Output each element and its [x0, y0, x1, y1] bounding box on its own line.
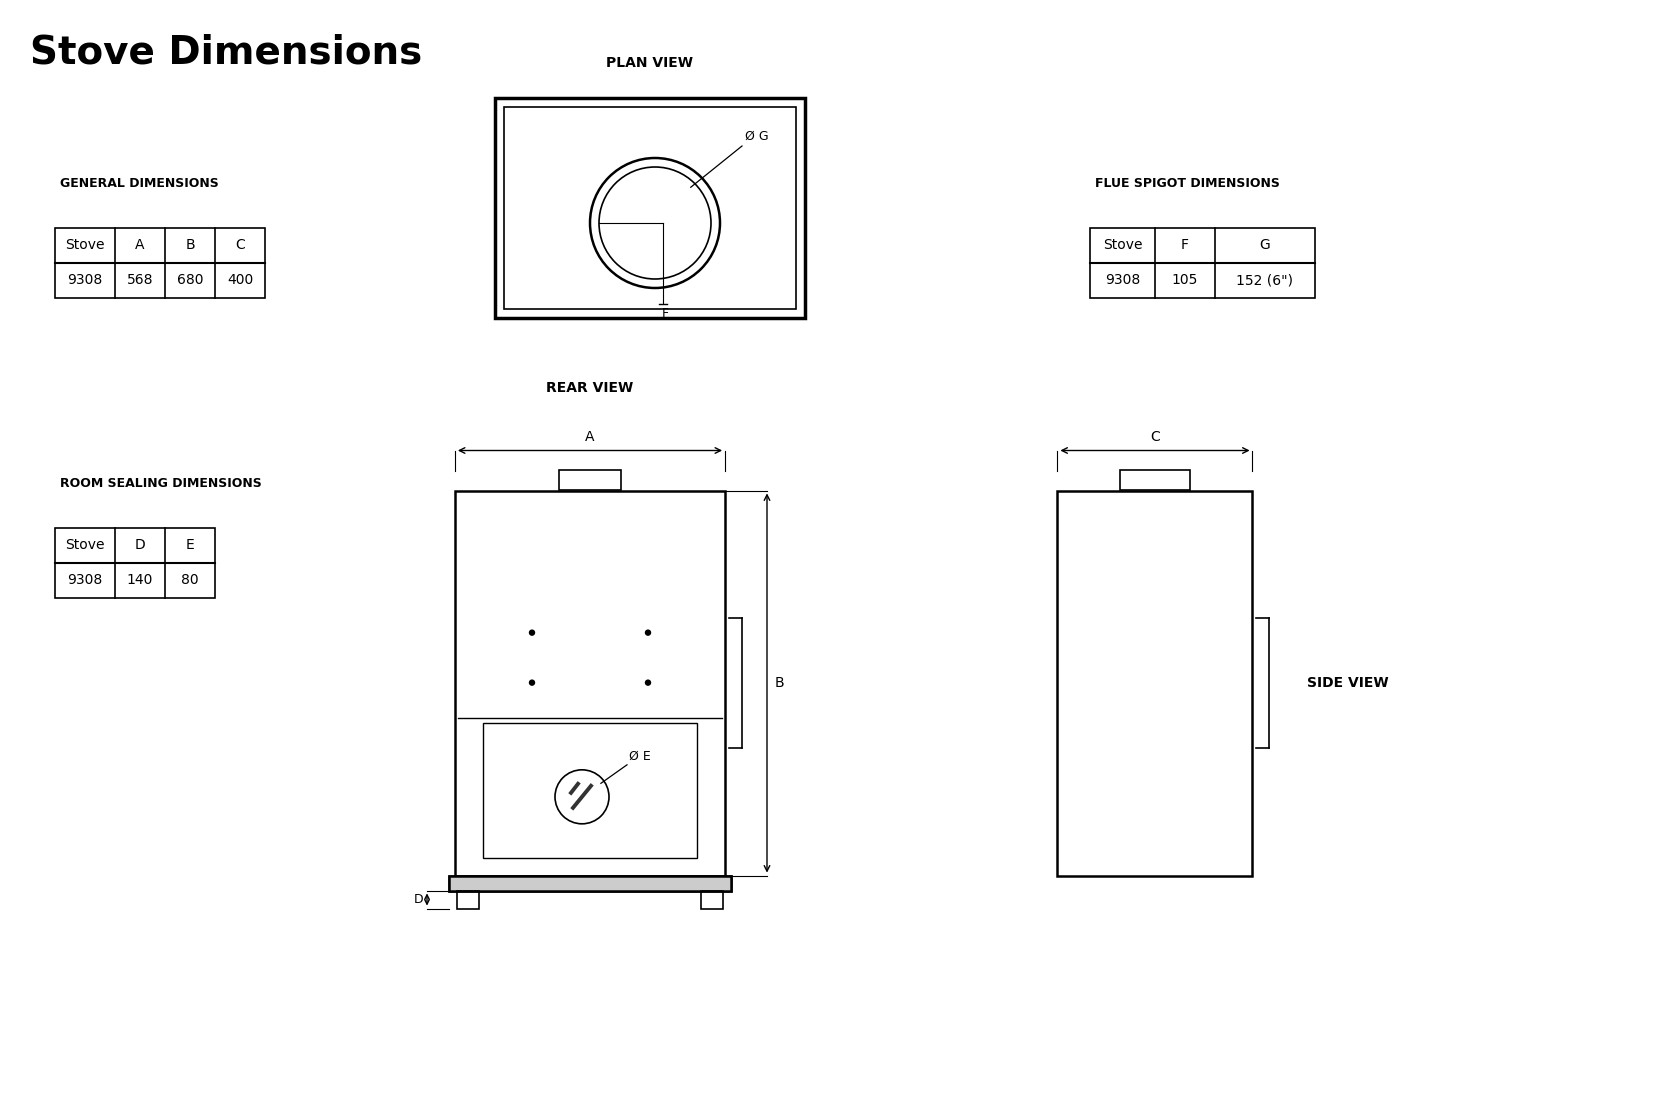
Text: REAR VIEW: REAR VIEW	[547, 381, 633, 396]
Bar	[495, 98, 805, 318]
Text: G: G	[1259, 238, 1269, 253]
Text: 680: 680	[177, 274, 204, 287]
Bar	[457, 891, 479, 909]
Text: 568: 568	[126, 274, 152, 287]
Text: 400: 400	[227, 274, 254, 287]
Text: B: B	[774, 676, 784, 690]
Bar	[482, 722, 696, 858]
Text: B: B	[186, 238, 194, 253]
Text: Ø G: Ø G	[744, 130, 769, 143]
Bar	[1120, 471, 1190, 491]
Circle shape	[645, 631, 650, 635]
Text: F: F	[661, 307, 668, 320]
Text: 105: 105	[1171, 274, 1198, 287]
Text: 140: 140	[126, 574, 152, 587]
Text: 9308: 9308	[1104, 274, 1140, 287]
Bar	[504, 107, 795, 309]
Text: C: C	[235, 238, 245, 253]
Circle shape	[529, 631, 534, 635]
Bar	[55, 228, 265, 299]
Text: SIDE VIEW: SIDE VIEW	[1307, 676, 1389, 690]
Text: Stove: Stove	[1102, 238, 1142, 253]
Text: E: E	[186, 539, 194, 552]
Bar	[701, 891, 722, 909]
Text: GENERAL DIMENSIONS: GENERAL DIMENSIONS	[60, 177, 219, 190]
Text: C: C	[1150, 430, 1160, 445]
Text: PLAN VIEW: PLAN VIEW	[606, 56, 693, 70]
Text: Stove: Stove	[65, 238, 104, 253]
Text: ROOM SEALING DIMENSIONS: ROOM SEALING DIMENSIONS	[60, 477, 262, 490]
Bar	[558, 471, 621, 491]
Text: Ø E: Ø E	[628, 750, 650, 762]
Bar	[55, 528, 215, 598]
Text: A: A	[585, 430, 595, 445]
Text: D: D	[134, 539, 146, 552]
Text: 9308: 9308	[68, 274, 103, 287]
Text: FLUE SPIGOT DIMENSIONS: FLUE SPIGOT DIMENSIONS	[1094, 177, 1279, 190]
Text: 9308: 9308	[68, 574, 103, 587]
Text: F: F	[1180, 238, 1188, 253]
Text: 80: 80	[181, 574, 199, 587]
Text: 152 (6"): 152 (6")	[1236, 274, 1292, 287]
Text: D: D	[413, 893, 423, 906]
Bar	[449, 875, 731, 891]
Circle shape	[529, 680, 534, 685]
Bar	[1089, 228, 1314, 299]
Text: Stove: Stove	[65, 539, 104, 552]
Bar	[449, 875, 731, 891]
Bar	[1057, 491, 1251, 875]
Circle shape	[645, 680, 650, 685]
Bar	[454, 491, 724, 875]
Text: A: A	[136, 238, 144, 253]
Text: Stove Dimensions: Stove Dimensions	[30, 34, 423, 72]
